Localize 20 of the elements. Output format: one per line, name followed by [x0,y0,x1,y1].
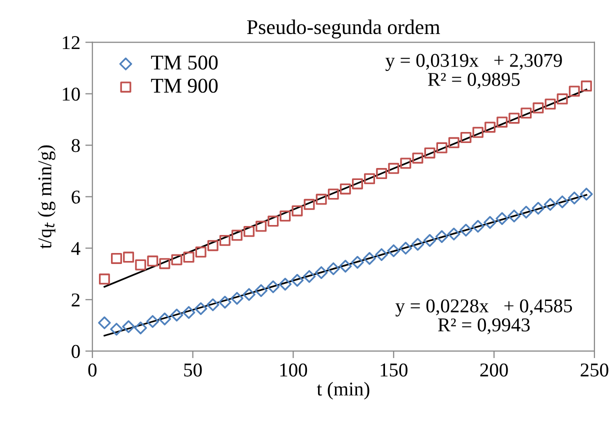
x-tick-label: 50 [184,363,202,377]
y-tick-label: 12 [62,36,80,50]
y-tick-label: 8 [72,139,80,152]
x-tick-label: 100 [280,363,308,377]
x-tick-label: 150 [380,363,408,377]
y-tick-label: 4 [71,242,80,255]
x-tick-label: 0 [88,363,97,377]
annotation: y = 0,0319x + 2,3079 R² = 0,9895 [385,54,562,89]
x-tick-label: 200 [480,363,508,377]
y-tick-label: 2 [72,293,80,306]
y-tick-label: 6 [72,190,80,204]
x-axis-title: t (min) [316,382,370,400]
y-tick-label: 10 [62,88,80,101]
y-axis-title: t/q$_{t}$ (g min/g) [38,145,56,249]
legend-label: TM 500 [151,56,218,70]
chart-title: Pseudo-segunda ordem [247,20,440,38]
x-tick-label: 250 [580,363,608,377]
annotation: y = 0,0228x + 0,4585 R² = 0,9943 [395,299,572,334]
y-tick-label: 0 [72,344,80,358]
legend-label: TM 900 [151,78,218,93]
